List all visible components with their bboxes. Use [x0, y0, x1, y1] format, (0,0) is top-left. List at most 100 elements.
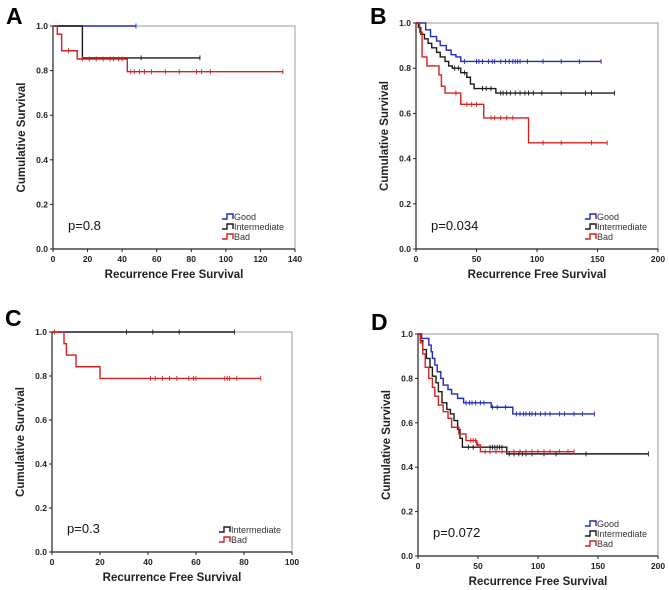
y-axis-title: Cumulative Survival	[15, 387, 27, 497]
y-tick-label: 0.2	[399, 199, 411, 209]
y-tick-label: 0.6	[399, 108, 411, 118]
x-tick-label: 60	[152, 254, 162, 264]
panel-label: A	[6, 3, 23, 29]
y-tick-label: 0.8	[35, 371, 47, 381]
legend-swatch-good	[222, 213, 234, 220]
x-tick-label: 150	[590, 254, 604, 264]
series-intermediate-curve	[53, 25, 200, 59]
x-tick-label: 100	[530, 254, 544, 264]
y-tick-label: 0.0	[35, 547, 47, 557]
y-tick-label: 0.2	[401, 507, 413, 517]
y-tick-label: 0.4	[399, 154, 411, 164]
series-bad-curve	[416, 22, 608, 144]
x-axis-title: Recurrence Free Survival	[105, 269, 244, 281]
x-axis-title: Recurrence Free Survival	[103, 572, 242, 584]
x-tick-label: 60	[191, 557, 201, 567]
legend-label-bad: Bad	[234, 232, 250, 242]
y-tick-label: 0.0	[399, 244, 411, 254]
y-tick-label: 1.0	[36, 21, 48, 31]
legend-label-intermediate: Intermediate	[231, 525, 281, 535]
legend-swatch-intermediate	[585, 530, 597, 537]
panel-a: A 0.0 0.2 0.4 0.6 0.8 1.0 0 20 40 60 80 100 120 140 Rec…	[6, 3, 302, 281]
y-tick-label: 0.8	[36, 66, 48, 76]
legend-label-intermediate: Intermediate	[234, 222, 284, 232]
legend-label-good: Good	[597, 212, 619, 222]
x-tick-label: 0	[50, 557, 55, 567]
legend-swatch-good	[585, 520, 597, 527]
plot-frame	[415, 22, 659, 250]
x-tick-label: 100	[219, 254, 233, 264]
p-value: p=0.034	[431, 218, 478, 233]
legend-swatch-bad	[585, 233, 597, 240]
x-tick-label: 40	[143, 557, 153, 567]
x-tick-label: 200	[651, 254, 665, 264]
y-tick-label: 0.2	[35, 503, 47, 513]
series-bad-curve	[418, 333, 574, 453]
y-tick-label: 1.0	[399, 18, 411, 28]
p-value: p=0.8	[68, 218, 101, 233]
legend-label-intermediate: Intermediate	[597, 222, 647, 232]
legend-label-bad: Bad	[231, 535, 247, 545]
x-tick-label: 50	[472, 254, 482, 264]
x-tick-label: 0	[51, 254, 56, 264]
series-intermediate-curve	[416, 22, 615, 94]
x-tick-label: 150	[591, 561, 605, 571]
x-tick-label: 0	[414, 254, 419, 264]
panel-label: B	[370, 3, 387, 29]
legend-swatch-bad	[585, 540, 597, 547]
series-good-curve	[418, 333, 595, 415]
legend-label-bad: Bad	[597, 232, 613, 242]
y-tick-label: 1.0	[401, 329, 413, 339]
x-tick-label: 80	[239, 557, 249, 567]
y-tick-label: 0.0	[401, 551, 413, 561]
x-axis-title: Recurrence Free Survival	[469, 576, 608, 588]
y-tick-label: 0.0	[36, 244, 48, 254]
p-value: p=0.072	[433, 525, 480, 540]
y-tick-label: 0.8	[399, 63, 411, 73]
y-axis-title: Cumulative Survival	[381, 390, 393, 500]
x-tick-label: 50	[473, 561, 483, 571]
panel-c: C 0.0 0.2 0.4 0.6 0.8 1.0 0 20 40 60 80 100 Recurrenc…	[5, 305, 299, 584]
x-tick-label: 40	[117, 254, 127, 264]
y-axis-title: Cumulative Survival	[16, 83, 28, 193]
x-tick-label: 120	[253, 254, 267, 264]
y-tick-label: 1.0	[35, 327, 47, 337]
series-intermediate-curve	[418, 333, 649, 455]
y-tick-label: 0.4	[35, 459, 47, 469]
x-tick-label: 100	[531, 561, 545, 571]
panel-label: C	[5, 305, 22, 331]
y-tick-label: 0.2	[36, 199, 48, 209]
y-tick-label: 0.8	[401, 373, 413, 383]
x-tick-label: 0	[416, 561, 421, 571]
x-tick-label: 200	[651, 561, 665, 571]
y-tick-label: 0.6	[35, 415, 47, 425]
y-tick-label: 0.6	[36, 110, 48, 120]
panel-d: D 0.0 0.2 0.4 0.6 0.8 1.0 0 50 100 150 200 Recurrenc…	[371, 309, 665, 588]
y-tick-label: 0.6	[401, 418, 413, 428]
legend-swatch-good	[585, 213, 597, 220]
panel-b: B 0.0 0.2 0.4 0.6 0.8 1.0 0 50 100 150 200 Recurrenc…	[370, 3, 665, 281]
legend-swatch-intermediate	[222, 223, 234, 230]
legend-label-good: Good	[597, 519, 619, 529]
legend-label-good: Good	[234, 212, 256, 222]
legend-swatch-bad	[222, 233, 234, 240]
legend-swatch-bad	[219, 536, 231, 543]
y-tick-label: 0.4	[401, 462, 413, 472]
x-tick-label: 20	[83, 254, 93, 264]
series-bad-curve	[53, 25, 283, 73]
legend-label-intermediate: Intermediate	[597, 529, 647, 539]
x-tick-label: 100	[285, 557, 299, 567]
legend-swatch-intermediate	[219, 526, 231, 533]
plot-frame	[51, 331, 293, 553]
panel-label: D	[371, 309, 388, 335]
series-bad-curve	[52, 331, 261, 380]
y-tick-label: 0.4	[36, 155, 48, 165]
x-tick-label: 20	[95, 557, 105, 567]
y-axis-title: Cumulative Survival	[379, 81, 391, 191]
x-tick-label: 80	[187, 254, 197, 264]
legend-label-bad: Bad	[597, 539, 613, 549]
plot-frame	[417, 333, 659, 557]
x-axis-title: Recurrence Free Survival	[468, 269, 607, 281]
p-value: p=0.3	[67, 521, 100, 536]
